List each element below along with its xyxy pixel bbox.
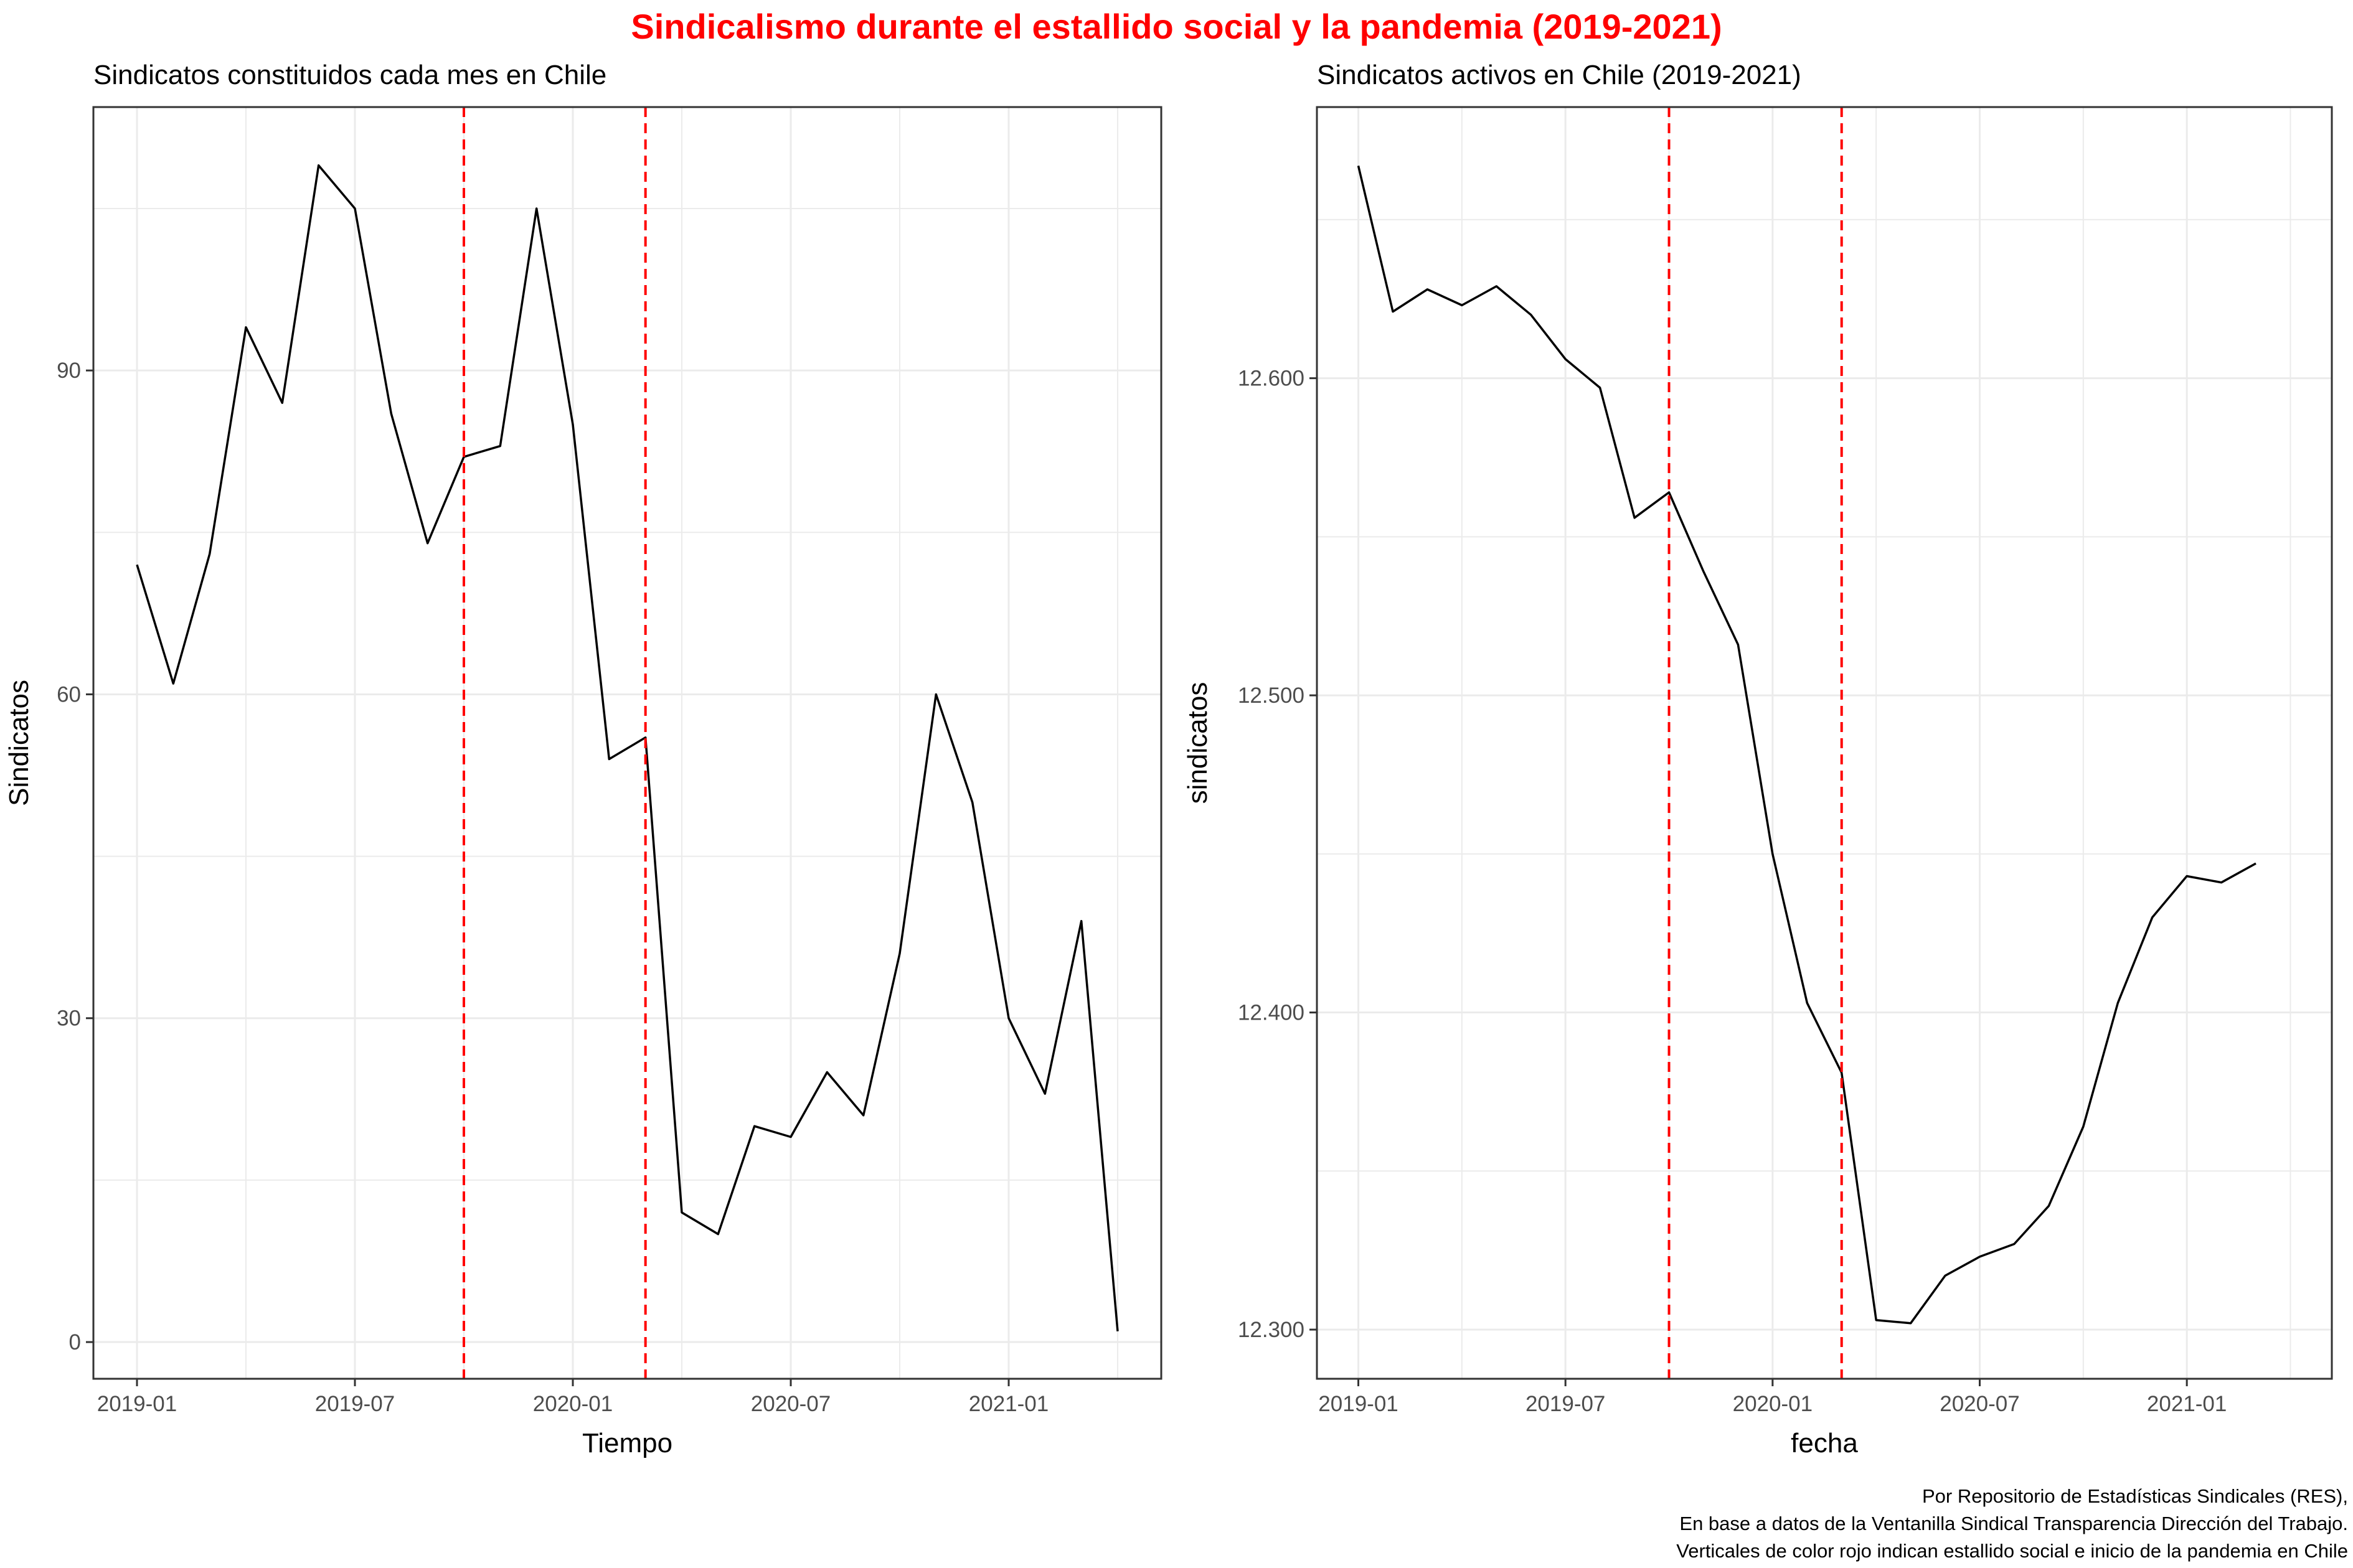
right-series-line — [1357, 165, 2256, 1325]
right-ytick-label-2: 12.500 — [1238, 683, 1304, 708]
left-xtick-label-4: 2021-01 — [969, 1392, 1049, 1416]
right-xtick-label-4: 2021-01 — [2147, 1392, 2227, 1416]
left-ytick-label-2: 60 — [57, 682, 81, 707]
main-title: Sindicalismo durante el estallido social… — [631, 7, 1722, 46]
left-xtick-label-3: 2020-07 — [751, 1392, 831, 1416]
caption-line-2: En base a datos de la Ventanilla Sindica… — [1679, 1513, 2348, 1534]
left-yaxis-title: Sindicatos — [4, 680, 34, 806]
right-xtick-label-1: 2019-07 — [1525, 1392, 1605, 1416]
right-xtick-label-0: 2019-01 — [1318, 1392, 1398, 1416]
left-xtick-label-2: 2020-01 — [533, 1392, 613, 1416]
right-xtick-label-2: 2020-01 — [1733, 1392, 1813, 1416]
left-ytick-label-0: 0 — [69, 1330, 81, 1354]
right-xaxis-title: fecha — [1791, 1428, 1858, 1458]
caption-line-1: Por Repositorio de Estadísticas Sindical… — [1922, 1485, 2348, 1507]
right-ytick-label-3: 12.600 — [1238, 367, 1304, 391]
left-ytick-label-1: 30 — [57, 1007, 81, 1031]
left-xtick-label-1: 2019-07 — [315, 1392, 395, 1416]
left-panel-title: Sindicatos constituidos cada mes en Chil… — [93, 60, 607, 90]
left-panel-frame — [92, 106, 1162, 1380]
right-panel-title: Sindicatos activos en Chile (2019-2021) — [1317, 60, 1801, 90]
right-xtick-label-3: 2020-07 — [1940, 1392, 2019, 1416]
right-ytick-label-1: 12.400 — [1238, 1001, 1304, 1025]
left-xaxis-title: Tiempo — [582, 1428, 672, 1458]
left-series-line — [136, 164, 1119, 1331]
caption-line-3: Verticales de color rojo indican estalli… — [1676, 1540, 2348, 1562]
right-ytick-label-0: 12.300 — [1238, 1318, 1304, 1342]
left-xtick-label-0: 2019-01 — [97, 1392, 177, 1416]
right-panel-frame — [1316, 106, 2333, 1380]
right-yaxis-title: sindicatos — [1182, 682, 1213, 804]
left-ytick-label-3: 90 — [57, 359, 81, 383]
